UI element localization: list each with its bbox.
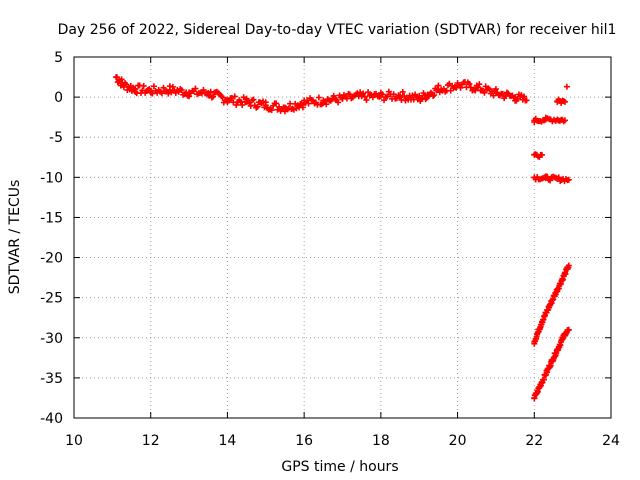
tick-labels: 10 12 14 16 18 20 22 24 5 0 -5 -10 -15 -20 -25 -30 -35 -4…: [40, 50, 620, 449]
series-steep-upper: [531, 262, 572, 347]
series-isolated-point: [563, 83, 570, 90]
series-segment-d: [554, 96, 568, 106]
band-fill: [531, 327, 572, 402]
band-fill: [531, 264, 572, 347]
series-segment-b: [531, 151, 545, 160]
y-tick-label: -5: [49, 130, 63, 146]
y-tick-label: -20: [40, 251, 63, 267]
data-points: [113, 74, 572, 402]
x-tick-label: 22: [525, 433, 543, 449]
y-tick-label: -10: [40, 170, 63, 186]
y-tick-label: -30: [40, 331, 63, 347]
series-segment-a: [531, 114, 568, 126]
x-tick-label: 18: [372, 433, 390, 449]
y-tick-label: -25: [40, 291, 63, 307]
y-tick-label: -15: [40, 210, 63, 226]
band-fill: [531, 114, 567, 126]
y-tick-label: 5: [54, 50, 63, 66]
band-fill: [113, 74, 529, 115]
grid-layer: [74, 57, 611, 418]
band-fill: [531, 151, 544, 160]
x-tick-label: 20: [449, 433, 467, 449]
series-segment-c: [531, 173, 572, 185]
y-tick-label: -40: [40, 411, 63, 427]
plot-frame: [73, 56, 612, 419]
y-tick-label: 0: [54, 90, 63, 106]
x-tick-label: 16: [295, 433, 313, 449]
chart-title: Day 256 of 2022, Sidereal Day-to-day VTE…: [58, 22, 617, 38]
x-tick-label: 12: [142, 433, 160, 449]
x-tick-label: 24: [602, 433, 620, 449]
data-point: [563, 83, 570, 90]
x-axis-label: GPS time / hours: [281, 459, 398, 475]
series-main-band: [113, 74, 530, 115]
x-tick-label: 14: [219, 433, 237, 449]
y-tick-label: -35: [40, 371, 63, 387]
y-axis-label: SDTVAR / TECUs: [7, 180, 23, 295]
band-fill: [531, 173, 571, 185]
band-fill: [554, 96, 567, 106]
x-tick-label: 10: [65, 433, 83, 449]
series-steep-lower: [531, 326, 572, 402]
axis-ticks: [73, 56, 612, 419]
